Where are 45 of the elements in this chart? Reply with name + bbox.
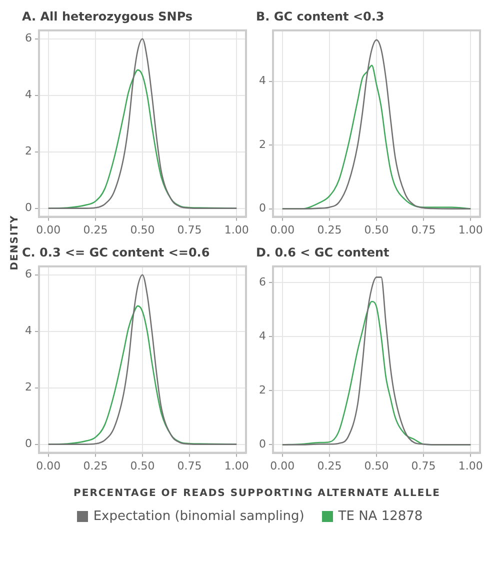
y-tick-label: 4 [259,74,266,88]
x-tick-label: 0.75 [411,459,436,472]
chart-title: B. GC content <0.3 [256,9,384,24]
y-tick-label: 6 [25,32,32,45]
legend-label: TE NA 12878 [338,509,423,524]
line-series [48,274,238,445]
y-tick-label: 2 [259,384,266,397]
y-tick-label: 2 [25,144,32,158]
line-series [48,38,238,209]
x-tick-label: 0.75 [177,459,202,472]
y-tick-label: 0 [259,438,266,451]
x-tick-label: 0.25 [83,459,108,472]
x-tick-label: 1.00 [458,459,483,472]
chart-title: C. 0.3 <= GC content <=0.6 [22,245,210,260]
x-tick-label: 0.50 [130,459,155,472]
y-tick-label: 2 [25,380,32,394]
x-tick-label: 0.50 [130,223,155,236]
x-tick-label: 0.75 [411,223,436,236]
x-tick-label: 0.00 [270,459,295,472]
x-tick-label: 0.75 [177,223,202,236]
x-tick-label: 0.00 [36,459,61,472]
y-tick-label: 6 [259,275,266,288]
x-tick-label: 0.25 [83,223,108,236]
x-tick-label: 0.50 [364,223,389,236]
y-tick-label: 0 [259,202,266,215]
x-tick-label: 1.00 [224,223,249,236]
x-axis-title: PERCENTAGE OF READS SUPPORTING ALTERNATE ALLELE [72,488,442,499]
y-tick-label: 2 [259,138,266,151]
chart-title: A. All heterozygous SNPs [22,9,193,24]
y-tick-label: 4 [25,324,32,338]
y-tick-label: 4 [25,88,32,102]
x-tick-label: 0.50 [364,459,389,472]
y-tick-label: 4 [259,329,266,342]
x-tick-label: 0.00 [270,223,295,236]
y-tick-label: 0 [25,201,32,214]
x-tick-label: 0.00 [36,223,61,236]
x-tick-label: 0.25 [317,459,342,472]
x-tick-label: 0.25 [317,223,342,236]
y-tick-label: 6 [25,268,32,281]
chart-title: D. 0.6 < GC content [256,245,390,260]
y-tick-label: 0 [25,437,32,450]
x-tick-label: 1.00 [224,459,249,472]
legend-label: Expectation (binomial sampling) [93,509,304,524]
x-tick-label: 1.00 [458,223,483,236]
y-axis-title: DENSITY [10,214,20,270]
